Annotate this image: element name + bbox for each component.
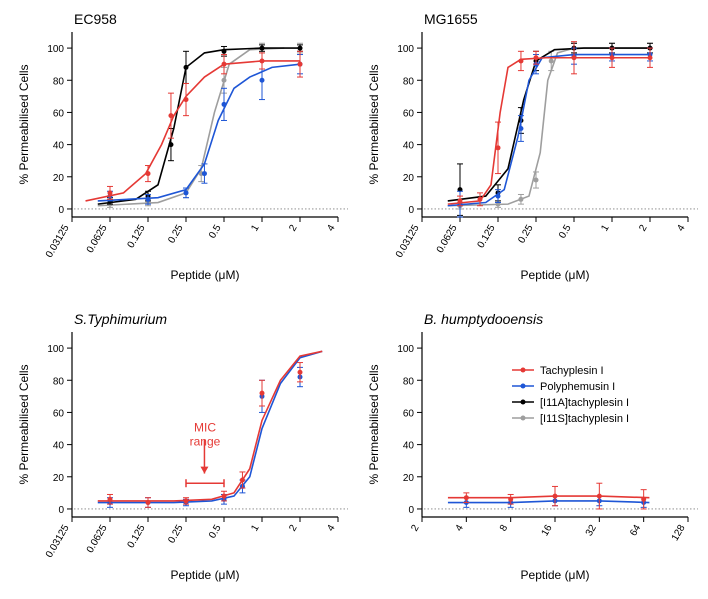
svg-text:0.125: 0.125 [126, 223, 148, 251]
svg-text:1: 1 [249, 223, 262, 234]
svg-text:40: 40 [53, 141, 65, 152]
svg-text:32: 32 [584, 522, 599, 538]
svg-text:100: 100 [47, 44, 64, 55]
panel-styphi: 0 20 40 60 80 100 % Permeabilised Cells 0.03125… [10, 310, 350, 590]
svg-text:60: 60 [403, 108, 415, 119]
svg-text:[I11A]tachyplesin I: [I11A]tachyplesin I [540, 397, 629, 409]
chart-mg1655: 0 20 40 60 80 100 % Permeabilised Cells 0.03125… [360, 10, 700, 285]
svg-text:4: 4 [325, 223, 338, 234]
svg-text:Peptide (μM): Peptide (μM) [171, 568, 240, 582]
svg-text:Peptide (μM): Peptide (μM) [171, 268, 240, 282]
svg-text:100: 100 [397, 344, 414, 355]
svg-text:2: 2 [287, 223, 300, 234]
svg-text:0.125: 0.125 [126, 522, 148, 550]
svg-text:Peptide (μM): Peptide (μM) [521, 568, 590, 582]
panel-ec958: 0 20 40 60 80 100 % Permeabilised Cells 0.03125… [10, 10, 350, 290]
svg-text:EC958: EC958 [74, 11, 117, 27]
svg-text:64: 64 [628, 522, 643, 538]
chart-styphi: 0 20 40 60 80 100 % Permeabilised Cells 0.03125… [10, 310, 350, 585]
svg-text:128: 128 [670, 522, 688, 542]
svg-text:0: 0 [408, 504, 414, 515]
panel-mg1655: 0 20 40 60 80 100 % Permeabilised Cells 0.03125… [360, 10, 700, 290]
svg-text:4: 4 [325, 522, 338, 533]
svg-text:Polyphemusin I: Polyphemusin I [540, 381, 615, 393]
svg-text:80: 80 [403, 76, 415, 87]
svg-text:0.125: 0.125 [476, 223, 498, 251]
svg-text:0.5: 0.5 [207, 223, 224, 241]
svg-text:MG1655: MG1655 [424, 11, 478, 27]
svg-text:0: 0 [58, 504, 64, 515]
chart-bhump: 0 20 40 60 80 100 % Permeabilised Cells 2 4 8 16 32… [360, 310, 700, 585]
svg-text:B. humptydooensis: B. humptydooensis [424, 311, 543, 327]
svg-text:0: 0 [408, 205, 414, 216]
svg-text:Peptide (μM): Peptide (μM) [521, 268, 590, 282]
svg-text:0.5: 0.5 [557, 223, 574, 241]
svg-text:% Permeabilised Cells: % Permeabilised Cells [17, 364, 31, 484]
svg-text:20: 20 [403, 173, 415, 184]
svg-text:0.25: 0.25 [166, 223, 185, 246]
svg-text:[I11S]tachyplesin I: [I11S]tachyplesin I [540, 413, 629, 425]
svg-text:8: 8 [498, 522, 511, 533]
panel-bhump: 0 20 40 60 80 100 % Permeabilised Cells 2 4 8 16 32… [360, 310, 700, 590]
svg-text:1: 1 [249, 522, 262, 533]
svg-text:1: 1 [599, 223, 612, 234]
svg-text:40: 40 [403, 141, 415, 152]
svg-text:0.03125: 0.03125 [44, 522, 72, 559]
svg-text:S.Typhimurium: S.Typhimurium [74, 311, 167, 327]
svg-text:20: 20 [53, 472, 65, 483]
svg-text:20: 20 [53, 173, 65, 184]
svg-text:0.25: 0.25 [166, 522, 185, 545]
svg-text:2: 2 [637, 223, 650, 234]
svg-text:80: 80 [403, 376, 415, 387]
panel-grid: 020406080100% Permeabilised Cells0.03125… [10, 10, 698, 589]
svg-text:40: 40 [403, 440, 415, 451]
svg-text:0.5: 0.5 [207, 522, 224, 540]
svg-text:0.03125: 0.03125 [394, 223, 422, 260]
svg-text:80: 80 [53, 376, 65, 387]
svg-text:20: 20 [403, 472, 415, 483]
svg-text:0: 0 [58, 205, 64, 216]
svg-text:4: 4 [454, 522, 467, 533]
svg-text:100: 100 [47, 344, 64, 355]
svg-text:60: 60 [403, 408, 415, 419]
svg-text:0.0625: 0.0625 [85, 223, 110, 255]
chart-ec958: 0 20 40 60 80 100 % Permeabilised Cells 0.03125… [10, 10, 350, 285]
svg-text:% Permeabilised Cells: % Permeabilised Cells [17, 64, 31, 184]
svg-text:60: 60 [53, 108, 65, 119]
svg-text:100: 100 [397, 44, 414, 55]
svg-text:% Permeabilised Cells: % Permeabilised Cells [367, 64, 381, 184]
svg-text:16: 16 [540, 522, 555, 538]
svg-text:0.25: 0.25 [516, 223, 535, 246]
svg-text:0.0625: 0.0625 [85, 522, 110, 554]
svg-text:2: 2 [287, 522, 300, 533]
svg-text:% Permeabilised Cells: % Permeabilised Cells [367, 364, 381, 484]
svg-text:0.03125: 0.03125 [44, 223, 72, 260]
svg-text:60: 60 [53, 408, 65, 419]
svg-text:Tachyplesin I: Tachyplesin I [540, 365, 604, 377]
svg-text:40: 40 [53, 440, 65, 451]
svg-text:0.0625: 0.0625 [435, 223, 460, 255]
svg-text:MIC: MIC [194, 420, 216, 434]
svg-text:2: 2 [409, 522, 422, 533]
svg-text:80: 80 [53, 76, 65, 87]
svg-text:4: 4 [675, 223, 688, 234]
